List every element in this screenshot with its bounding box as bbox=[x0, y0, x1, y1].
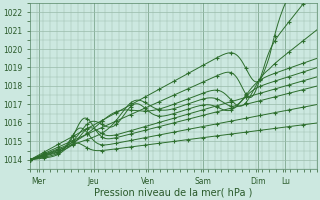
X-axis label: Pression niveau de la mer( hPa ): Pression niveau de la mer( hPa ) bbox=[94, 187, 252, 197]
